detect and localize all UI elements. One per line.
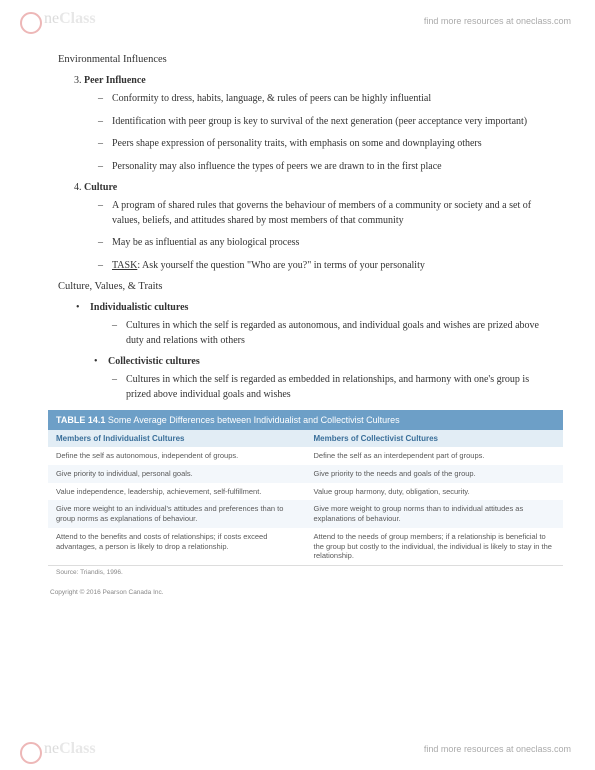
- table-number: TABLE 14.1: [56, 415, 105, 425]
- cell: Give priority to the needs and goals of …: [306, 465, 564, 483]
- col-header-left: Members of Individualist Cultures: [48, 430, 306, 447]
- task-label: TASK: [112, 260, 137, 271]
- bullet-item: Conformity to dress, habits, language, &…: [98, 92, 553, 107]
- subheading: Culture, Values, & Traits: [58, 281, 553, 292]
- col-header-right: Members of Collectivist Cultures: [306, 430, 564, 447]
- page-title: Environmental Influences: [58, 54, 553, 65]
- table-row: Attend to the benefits and costs of rela…: [48, 528, 563, 565]
- bullet-item: Personality may also influence the types…: [98, 160, 553, 175]
- table-row: Give priority to individual, personal go…: [48, 465, 563, 483]
- collectivistic-item: Collectivistic cultures: [94, 356, 553, 367]
- comparison-table: TABLE 14.1 Some Average Differences betw…: [48, 410, 563, 579]
- cell: Value independence, leadership, achievem…: [48, 483, 306, 501]
- collectivistic-label: Collectivistic cultures: [108, 356, 200, 367]
- bullet-item: TASK: Ask yourself the question "Who are…: [98, 259, 553, 274]
- individualistic-item: Individualistic cultures Cultures in whi…: [76, 302, 553, 402]
- page-content: Environmental Influences 3. Peer Influen…: [0, 0, 595, 636]
- logo-ring-icon: [20, 742, 42, 764]
- bullet-list: A program of shared rules that governs t…: [98, 199, 553, 273]
- bullet-item: A program of shared rules that governs t…: [98, 199, 553, 228]
- logo-text: neClass: [44, 740, 96, 758]
- table-row: Value independence, leadership, achievem…: [48, 483, 563, 501]
- nested-list: Collectivistic cultures: [94, 356, 553, 367]
- cell: Give priority to individual, personal go…: [48, 465, 306, 483]
- table-title-text: Some Average Differences between Individ…: [105, 415, 399, 425]
- section-peer-influence: 3. Peer Influence Conformity to dress, h…: [76, 75, 553, 174]
- table-row: Give more weight to an individual's atti…: [48, 500, 563, 528]
- bullet-list: Conformity to dress, habits, language, &…: [98, 92, 553, 174]
- cell: Give more weight to an individual's atti…: [48, 500, 306, 528]
- culture-types-list: Individualistic cultures Cultures in whi…: [76, 302, 553, 402]
- desc-list: Cultures in which the self is regarded a…: [112, 319, 553, 348]
- section-heading: Culture: [84, 182, 117, 193]
- bullet-item: Peers shape expression of personality tr…: [98, 137, 553, 152]
- bullet-item: Identification with peer group is key to…: [98, 115, 553, 130]
- cell: Value group harmony, duty, obligation, s…: [306, 483, 564, 501]
- copyright-text: Copyright © 2016 Pearson Canada Inc.: [50, 589, 553, 596]
- section-number: 3.: [74, 75, 82, 86]
- numbered-list: 3. Peer Influence Conformity to dress, h…: [76, 75, 553, 273]
- table-body: Members of Individualist Cultures Member…: [48, 430, 563, 565]
- table-row: Define the self as autonomous, independe…: [48, 447, 563, 465]
- header-tagline-bottom: find more resources at oneclass.com: [424, 744, 571, 754]
- task-text: : Ask yourself the question "Who are you…: [137, 260, 425, 271]
- table-header-row: Members of Individualist Cultures Member…: [48, 430, 563, 447]
- section-number: 4.: [74, 182, 82, 193]
- table-source: Source: Triandis, 1996.: [48, 565, 563, 579]
- cell: Give more weight to group norms than to …: [306, 500, 564, 528]
- cell: Define the self as autonomous, independe…: [48, 447, 306, 465]
- cell: Attend to the benefits and costs of rela…: [48, 528, 306, 565]
- desc-item: Cultures in which the self is regarded a…: [112, 373, 553, 402]
- desc-item: Cultures in which the self is regarded a…: [112, 319, 553, 348]
- cell: Define the self as an interdependent par…: [306, 447, 564, 465]
- table-title: TABLE 14.1 Some Average Differences betw…: [48, 410, 563, 430]
- desc-list: Cultures in which the self is regarded a…: [112, 373, 553, 402]
- bullet-item: May be as influential as any biological …: [98, 236, 553, 251]
- cell: Attend to the needs of group members; if…: [306, 528, 564, 565]
- section-heading: Peer Influence: [84, 75, 146, 86]
- header-tagline-top: find more resources at oneclass.com: [424, 16, 571, 26]
- individualistic-label: Individualistic cultures: [90, 302, 188, 313]
- section-culture: 4. Culture A program of shared rules tha…: [76, 182, 553, 273]
- watermark-bottom: neClass: [20, 738, 96, 760]
